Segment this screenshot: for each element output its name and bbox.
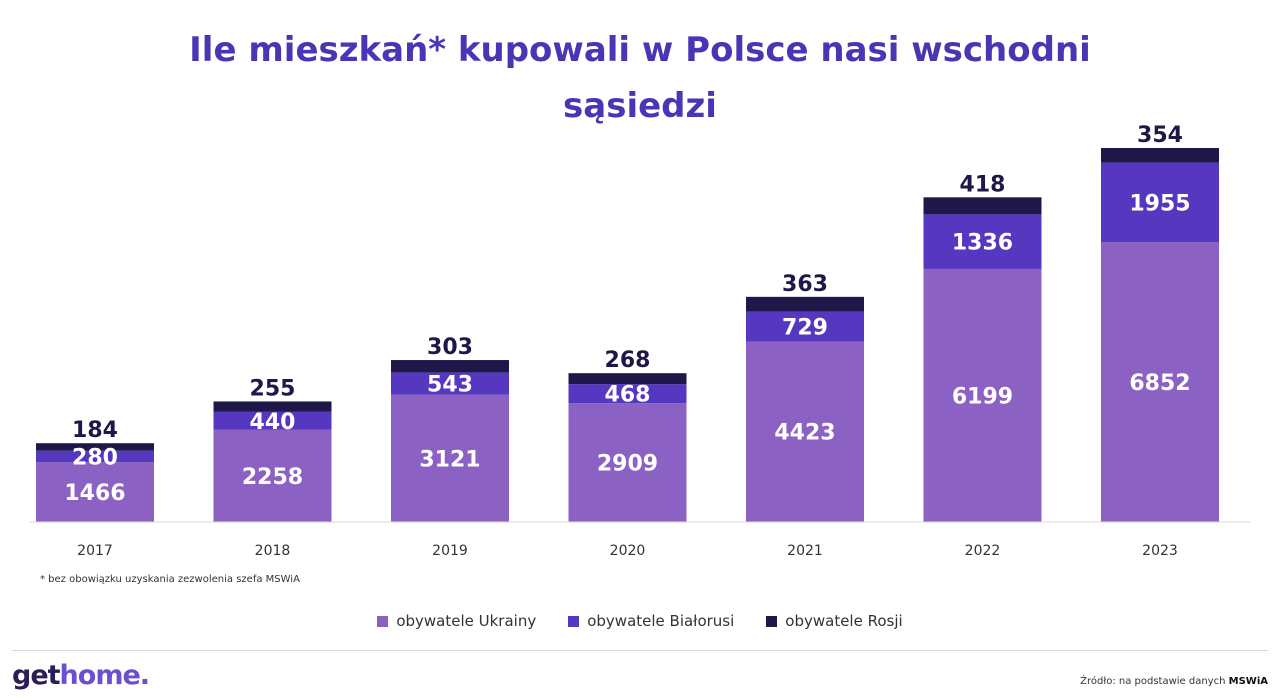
data-label-2019-series-2: 303 — [427, 335, 473, 360]
bar-2020-series-1 — [568, 384, 687, 404]
brand-logo: gethome. — [12, 660, 150, 691]
legend-label-0: obywatele Ukrainy — [396, 612, 537, 630]
data-label-2019-series-0: 3121 — [419, 447, 480, 472]
source-name: MSWiA — [1228, 676, 1268, 687]
data-label-2021-series-2: 363 — [782, 272, 828, 297]
source-prefix: Źródło: na podstawie danych — [1080, 676, 1226, 687]
bar-2021-series-0 — [746, 341, 864, 522]
data-label-2023-series-2: 354 — [1137, 123, 1183, 148]
data-label-2018-series-0: 2258 — [242, 465, 303, 490]
bar-2021-series-2 — [746, 296, 864, 312]
bars-layer — [36, 148, 1219, 522]
x-tick-2019: 2019 — [432, 543, 468, 559]
legend-swatch-2 — [766, 615, 778, 627]
data-label-2022-series-1: 1336 — [952, 231, 1013, 256]
source-note: Źródło: na podstawie danych MSWiA — [1080, 676, 1268, 687]
data-label-2019-series-1: 543 — [427, 373, 473, 398]
data-label-2017-series-0: 1466 — [64, 481, 125, 506]
legend-label-1: obywatele Białorusi — [587, 612, 735, 630]
legend-item-2: obywatele Rosji — [766, 612, 903, 630]
bar-2021-series-1 — [746, 311, 864, 342]
brand-logo-part2: home. — [59, 660, 150, 691]
data-label-2017-series-1: 280 — [72, 445, 118, 470]
legend-item-1: obywatele Białorusi — [568, 612, 734, 630]
bar-2017-series-0 — [36, 462, 154, 522]
data-label-2018-series-2: 255 — [250, 376, 296, 401]
bar-2018-series-0 — [213, 429, 332, 522]
data-label-2021-series-1: 729 — [782, 316, 828, 341]
legend-item-0: obywatele Ukrainy — [377, 612, 536, 630]
bar-2023-series-0 — [1101, 242, 1219, 522]
x-tick-2020: 2020 — [610, 543, 646, 559]
data-label-2021-series-0: 4423 — [774, 421, 835, 446]
x-tick-2021: 2021 — [787, 543, 823, 559]
legend-label-2: obywatele Rosji — [785, 612, 903, 630]
x-tick-2023: 2023 — [1142, 543, 1178, 559]
bar-2019-series-1 — [391, 372, 509, 395]
legend-swatch-0 — [377, 615, 389, 627]
bar-2019-series-2 — [391, 360, 509, 373]
bar-2022-series-0 — [923, 268, 1042, 522]
data-label-2020-series-0: 2909 — [597, 452, 658, 477]
x-tick-2018: 2018 — [255, 543, 291, 559]
data-label-2017-series-2: 184 — [72, 418, 118, 443]
bar-2017-series-1 — [36, 450, 154, 463]
x-tick-2017: 2017 — [77, 543, 113, 559]
data-label-2022-series-0: 6199 — [952, 384, 1013, 409]
bar-2018-series-1 — [213, 411, 332, 430]
bar-2023-series-1 — [1101, 162, 1219, 243]
chart-title: Ile mieszkań* kupowali w Polsce nasi wsc… — [189, 30, 1091, 126]
bar-2023-series-2 — [1101, 148, 1219, 163]
footnote: * bez obowiązku uzyskania zezwolenia sze… — [40, 574, 300, 585]
data-label-2022-series-2: 418 — [960, 172, 1006, 197]
bar-2019-series-0 — [391, 394, 509, 522]
data-label-2023-series-0: 6852 — [1129, 371, 1190, 396]
data-label-2020-series-2: 268 — [605, 348, 651, 373]
footer-divider — [12, 650, 1268, 651]
bar-2020-series-2 — [568, 373, 687, 385]
brand-logo-part1: get — [12, 660, 61, 691]
data-label-2018-series-1: 440 — [250, 410, 296, 435]
x-tick-2022: 2022 — [965, 543, 1001, 559]
x-tick-labels: 2017 2018 2019 2020 2021 2022 2023 — [77, 543, 1178, 559]
bar-2022-series-1 — [923, 214, 1042, 269]
data-label-2020-series-1: 468 — [605, 383, 651, 408]
legend: obywatele Ukrainy obywatele Białorusi obyw… — [0, 612, 1280, 630]
bar-2022-series-2 — [923, 197, 1042, 215]
bar-2018-series-2 — [213, 401, 332, 412]
bar-2020-series-0 — [568, 403, 687, 522]
data-label-2023-series-1: 1955 — [1129, 191, 1190, 216]
legend-swatch-1 — [568, 615, 580, 627]
bar-2017-series-2 — [36, 443, 154, 451]
